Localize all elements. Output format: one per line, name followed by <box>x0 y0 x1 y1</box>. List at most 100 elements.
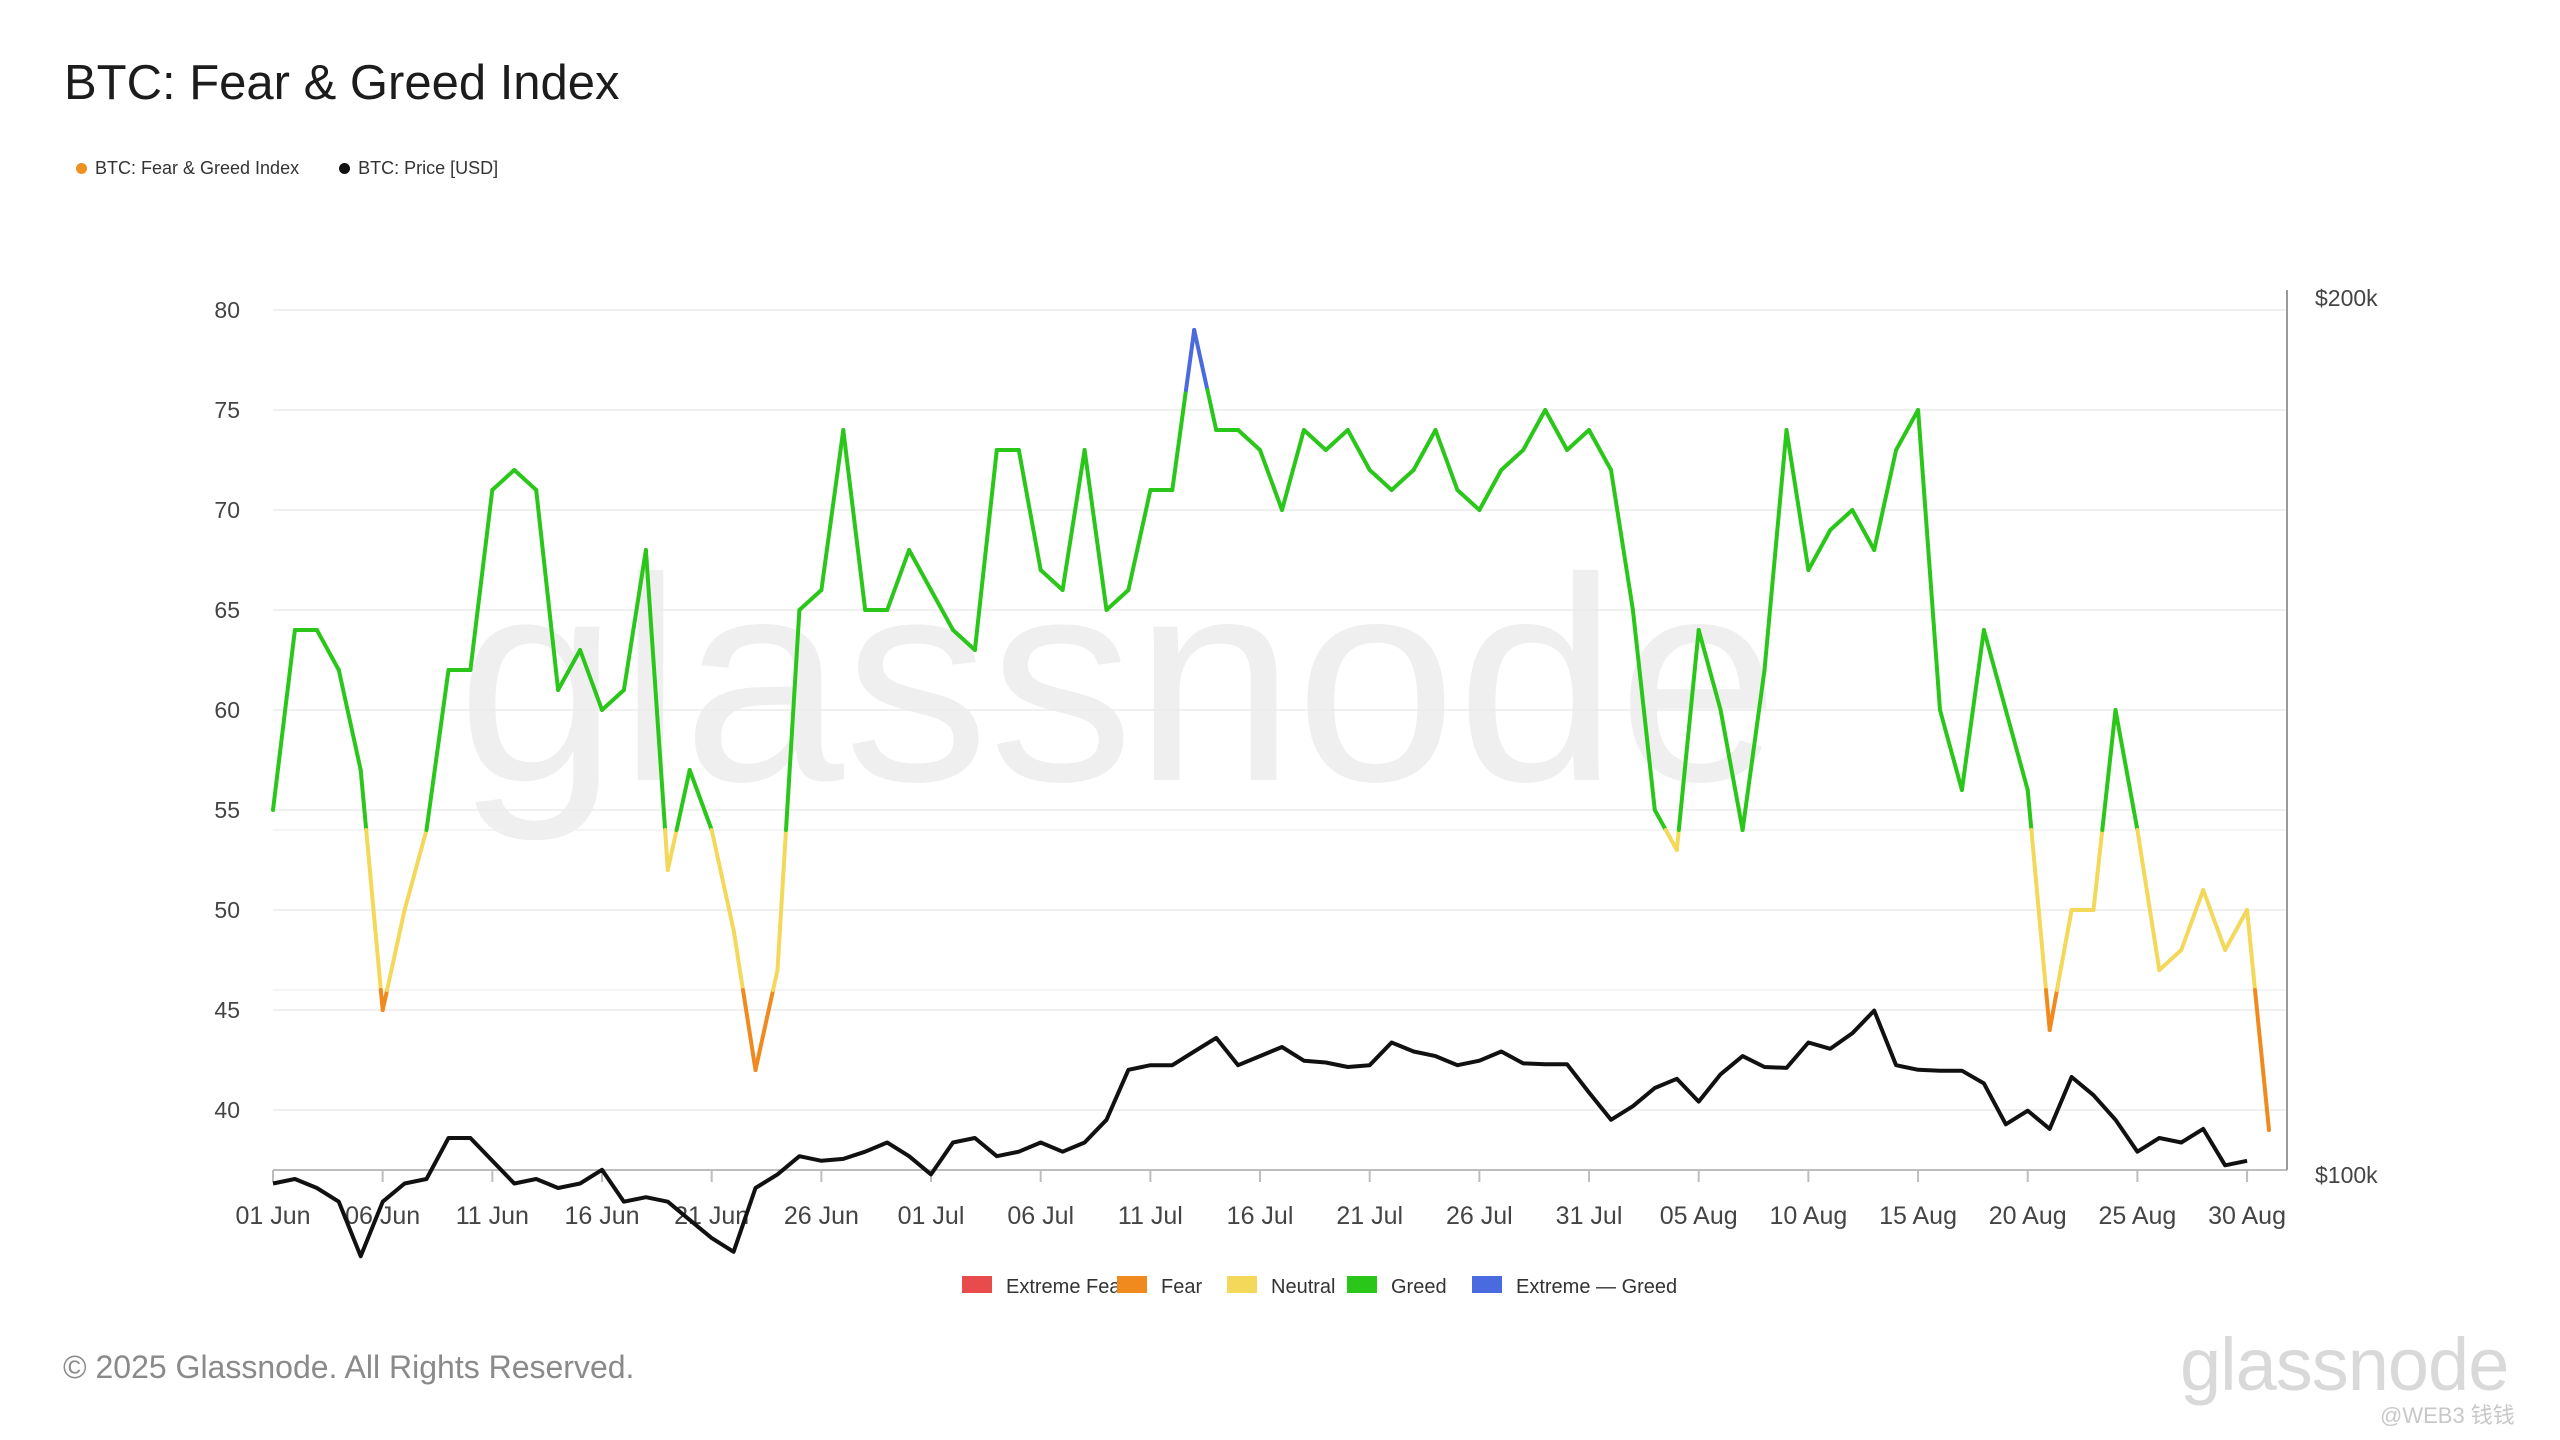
x-tick-label: 21 Jul <box>1336 1202 1403 1230</box>
x-tick-label: 26 Jun <box>784 1202 859 1230</box>
legend-swatch <box>962 1276 992 1293</box>
fear-greed-segment <box>1916 408 1942 712</box>
legend-swatch <box>1227 1276 1257 1293</box>
fear-greed-segment <box>1192 328 1210 392</box>
fear-greed-segment <box>1543 408 1570 452</box>
x-tick-label: 16 Jun <box>564 1202 639 1230</box>
fear-greed-segment <box>784 608 802 832</box>
fear-greed-segment <box>674 768 692 832</box>
fear-greed-segment <box>1170 388 1188 492</box>
y-axis-right-ticks: $200k $100k <box>2315 285 2378 1188</box>
y-right-tick-label: $100k <box>2315 1162 2378 1188</box>
fear-greed-segment <box>1323 428 1350 452</box>
legend-label-fear-greed: BTC: Fear & Greed Index <box>95 158 300 178</box>
fear-greed-segment <box>643 548 668 832</box>
fear-greed-segment <box>424 668 451 832</box>
fear-greed-segment <box>1521 408 1548 452</box>
y-tick-label: 80 <box>214 297 240 323</box>
legend-item-price[interactable]: BTC: Price [USD] <box>339 158 498 179</box>
legend-label: Extreme — Greed <box>1516 1276 1677 1298</box>
sentiment-legend: Extreme Fear Fear Neutral Greed Extreme — Gr… <box>962 1276 1677 1298</box>
fear-greed-segment <box>1762 428 1789 672</box>
fear-greed-segment <box>753 988 776 1072</box>
fear-greed-segment <box>2055 908 2074 992</box>
legend-item-fear-greed[interactable]: BTC: Fear & Greed Index <box>76 158 299 179</box>
fear-greed-segment <box>1184 328 1197 392</box>
legend-label: Greed <box>1391 1276 1447 1298</box>
fear-greed-segment <box>1828 508 1855 532</box>
legend-label: Fear <box>1161 1276 1202 1298</box>
fear-greed-segment <box>1411 428 1438 472</box>
y-tick-label: 40 <box>214 1097 240 1123</box>
fear-greed-segment <box>1060 448 1087 592</box>
fear-greed-segment <box>1389 468 1416 492</box>
fear-greed-segment <box>1740 668 1767 832</box>
fear-greed-segment <box>2245 908 2257 992</box>
price-line <box>272 1008 2248 1259</box>
fear-greed-segment <box>2253 988 2271 1132</box>
fear-greed-segment <box>741 988 758 1072</box>
fear-greed-segment <box>1850 508 1877 552</box>
fear-greed-segment <box>578 648 604 712</box>
y-tick-label: 70 <box>214 497 240 523</box>
fear-greed-segment <box>1894 408 1921 452</box>
fear-greed-segment <box>1280 428 1306 512</box>
fear-greed-segment <box>1016 448 1043 572</box>
brand-logo: glassnode <box>2180 1323 2509 1406</box>
fear-greed-segment <box>1038 568 1065 592</box>
x-tick-label: 15 Aug <box>1879 1202 1957 1230</box>
fear-greed-segment <box>1477 468 1504 512</box>
y-tick-label: 45 <box>214 997 240 1023</box>
fear-greed-segment <box>2223 908 2250 952</box>
fear-greed-segment <box>1652 808 1668 832</box>
copyright-footer: © 2025 Glassnode. All Rights Reserved. <box>63 1349 635 1385</box>
fear-greed-segment <box>1981 628 2008 712</box>
chart-watermark: glassnode <box>457 518 1779 843</box>
x-tick-label: 01 Jul <box>898 1202 965 1230</box>
fear-greed-segment <box>2201 888 2228 952</box>
fear-greed-segment <box>1676 628 1701 832</box>
fear-greed-segment <box>1872 448 1899 552</box>
fear-greed-segment <box>314 628 341 672</box>
fear-greed-segment <box>1565 428 1591 452</box>
y-tick-label: 50 <box>214 897 240 923</box>
page-title: BTC: Fear & Greed Index <box>64 56 620 110</box>
fear-greed-segment <box>2003 708 2030 792</box>
fear-greed-segment <box>1663 828 1679 852</box>
x-tick-label: 25 Aug <box>2098 1202 2176 1230</box>
x-tick-label: 16 Jul <box>1227 1202 1294 1230</box>
x-tick-label: 06 Jul <box>1007 1202 1074 1230</box>
fear-greed-segment <box>1205 388 1219 432</box>
legend-dot-fear-greed <box>76 163 87 174</box>
x-tick-label: 11 Jun <box>456 1202 529 1230</box>
fear-greed-segment <box>512 468 539 492</box>
fear-greed-segment <box>885 548 912 612</box>
y-tick-label: 65 <box>214 597 240 623</box>
fear-greed-segment <box>2100 708 2118 832</box>
fear-greed-segment <box>2025 788 2034 832</box>
fear-greed-segment <box>1609 468 1635 612</box>
fear-greed-segment <box>1784 428 1811 572</box>
fear-greed-segment <box>621 548 648 692</box>
x-axis-ticks: 01 Jun 06 Jun 11 Jun 16 Jun 21 Jun 26 Jun 01 J… <box>235 1170 2286 1230</box>
y-tick-label: 60 <box>214 697 240 723</box>
fear-greed-segment <box>2113 708 2140 832</box>
x-tick-label: 20 Aug <box>1989 1202 2067 1230</box>
fear-greed-segment <box>1367 468 1394 492</box>
fear-greed-segment <box>1345 428 1372 472</box>
y-tick-label: 55 <box>214 797 240 823</box>
fear-greed-segment <box>709 828 736 932</box>
fear-greed-segment <box>1718 708 1745 832</box>
series-legend: BTC: Fear & Greed Index BTC: Price [USD] <box>76 158 498 179</box>
fear-greed-segment <box>775 828 788 972</box>
legend-label-price: BTC: Price [USD] <box>358 158 499 178</box>
fear-greed-segment <box>358 768 369 832</box>
background-watermark-text: glassnode <box>457 518 1779 843</box>
fear-greed-segment <box>385 908 407 992</box>
fear-greed-segment <box>907 548 933 592</box>
legend-dot-price <box>339 163 351 174</box>
fear-greed-segment <box>1674 828 1681 852</box>
fear-greed-segment <box>1696 628 1723 712</box>
fear-greed-segment <box>797 588 824 612</box>
